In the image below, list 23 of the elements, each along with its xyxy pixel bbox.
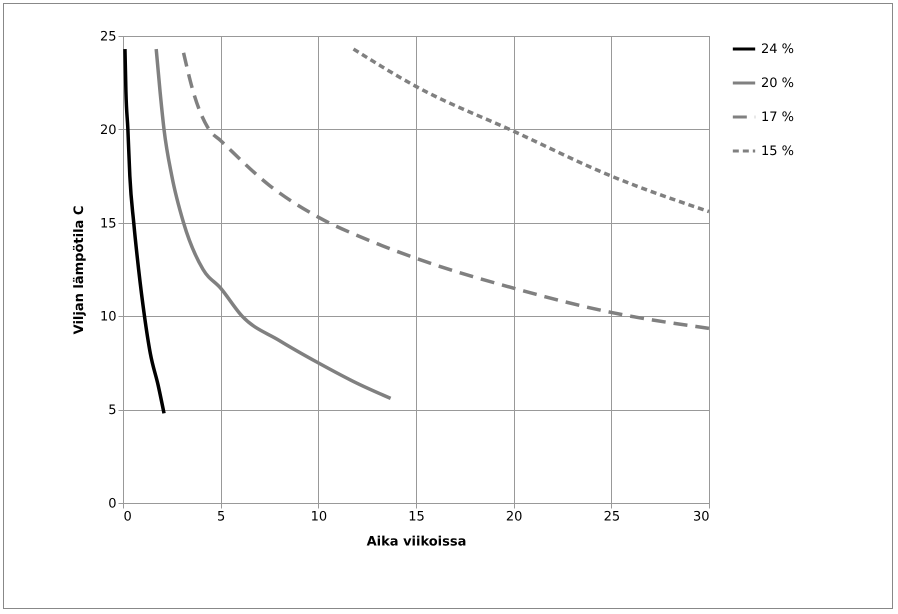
y-tick-label: 25 bbox=[100, 30, 116, 44]
x-tick-label: 30 bbox=[692, 510, 710, 524]
x-tick-label: 10 bbox=[310, 510, 328, 524]
legend-label: 17 % bbox=[761, 110, 794, 125]
line-series bbox=[182, 51, 711, 330]
y-tick-label: 0 bbox=[108, 496, 116, 512]
line-series bbox=[154, 47, 392, 400]
line-series bbox=[352, 47, 711, 214]
y-tick-label: 5 bbox=[108, 403, 116, 418]
y-axis-title: Viljan lämpötila C bbox=[72, 206, 87, 334]
legend-label: 24 % bbox=[761, 42, 794, 57]
x-tick-label: 25 bbox=[604, 510, 620, 524]
y-tick-label: 10 bbox=[100, 310, 116, 325]
x-axis-title: Aika viikoissa bbox=[366, 534, 466, 550]
line-series bbox=[123, 47, 166, 416]
x-tick-label: 20 bbox=[506, 510, 522, 524]
x-tick-label: 0 bbox=[124, 510, 132, 524]
x-tick-label: 5 bbox=[217, 510, 226, 524]
legend-label: 15 % bbox=[761, 144, 794, 159]
y-tick-label: 15 bbox=[100, 216, 116, 232]
x-tick-label: 15 bbox=[408, 510, 425, 524]
legend-label: 20 % bbox=[761, 76, 794, 91]
y-tick-label: 20 bbox=[100, 122, 116, 138]
